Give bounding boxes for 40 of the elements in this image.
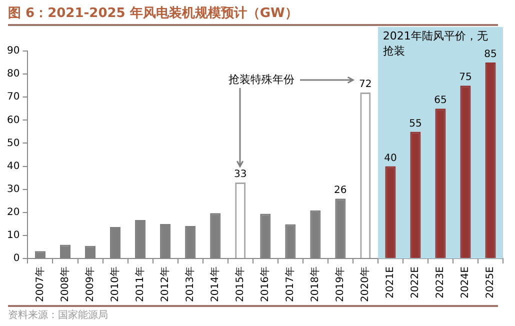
x-tick-label: 2021E [385,266,396,298]
y-tick-label: 0 [13,253,20,264]
x-tick-label: 2010年 [108,266,121,302]
y-tick-label: 60 [6,114,20,126]
y-tick-label: 30 [6,184,20,195]
x-tick-label: 2024E [460,266,472,298]
text: 资料来源：国家能源局 [8,308,108,322]
x-tick-label: 2020年 [359,266,372,302]
data-label: 85 [484,49,497,60]
y-tick-label: 40 [6,160,20,172]
y-tick-label: 10 [6,230,20,242]
x-tick-label: 2014年 [208,266,221,302]
data-label: 75 [459,72,472,84]
chart-title: 图 6：2021-2025 年风电装机规模预计（GW） [8,5,298,22]
annotation: 抢装特殊年份 [228,72,294,86]
data-label: 55 [409,118,422,130]
x-tick-label: 2016年 [258,266,271,302]
x-tick-label: 2009年 [84,266,96,302]
x-tick-label: 2008年 [58,266,71,302]
y-tick-label: 70 [6,92,20,103]
x-tick-label: 2013年 [184,266,196,302]
x-tick-label: 2011年 [134,266,146,302]
y-tick-label: 50 [6,138,20,149]
x-tick-label: 2023E [435,266,446,298]
x-tick-label: 2007年 [34,266,46,302]
y-tick-label: 20 [6,207,20,218]
y-tick-label: 80 [6,68,20,80]
data-label: 26 [334,185,347,196]
x-tick-label: 2025E [485,266,496,298]
x-tick-label: 2022E [410,266,422,298]
data-label: 33 [234,169,247,180]
x-tick-label: 2012年 [158,266,171,302]
x-tick-label: 2019年 [334,266,346,302]
x-tick-label: 2017年 [284,266,296,302]
y-tick-label: 90 [6,46,20,57]
data-label: 40 [384,152,397,164]
x-tick-label: 2018年 [308,266,321,302]
data-label: 65 [434,95,447,106]
data-label: 72 [359,79,372,90]
x-tick-label: 2015年 [234,266,246,302]
